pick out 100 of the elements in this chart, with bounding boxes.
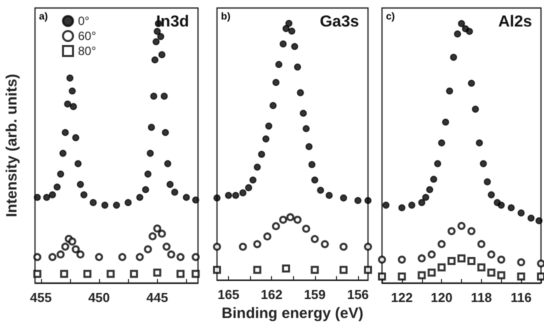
point	[487, 250, 496, 258]
point	[153, 224, 162, 233]
point	[426, 186, 434, 194]
point	[253, 266, 262, 274]
chart-title: Al2s	[498, 14, 532, 30]
point	[245, 184, 252, 192]
point	[270, 102, 277, 110]
chart-title: In3d	[156, 14, 189, 30]
point	[536, 217, 543, 224]
point	[192, 253, 200, 262]
point	[162, 129, 169, 136]
point	[83, 270, 92, 278]
point	[537, 260, 544, 268]
point	[364, 266, 372, 274]
point	[54, 184, 61, 191]
point	[484, 178, 491, 186]
point	[176, 270, 185, 278]
point	[148, 232, 157, 240]
point	[225, 192, 232, 199]
point	[340, 242, 348, 251]
point	[458, 222, 466, 230]
point	[144, 170, 152, 178]
point	[146, 150, 154, 157]
point	[428, 268, 436, 277]
point	[76, 180, 84, 188]
point	[354, 197, 362, 204]
point	[48, 191, 56, 198]
point	[167, 250, 176, 258]
point	[154, 28, 161, 35]
x-tick-label: 165	[218, 287, 240, 302]
point	[166, 180, 174, 188]
point	[487, 268, 496, 277]
point	[317, 186, 324, 194]
point	[48, 253, 56, 262]
point	[302, 125, 310, 132]
point	[430, 176, 438, 183]
point	[113, 202, 120, 209]
point	[232, 192, 240, 199]
point	[64, 100, 72, 108]
point	[130, 270, 138, 278]
point	[467, 227, 476, 236]
point	[160, 92, 168, 100]
point	[72, 134, 80, 142]
point	[497, 271, 506, 280]
point	[280, 40, 287, 48]
point	[238, 242, 247, 251]
point	[136, 253, 144, 262]
x-tick-label: 159	[304, 287, 326, 302]
point	[164, 160, 172, 168]
x-tick-label: 116	[510, 290, 532, 305]
point	[70, 103, 77, 110]
point	[72, 245, 80, 254]
point	[282, 25, 290, 32]
point	[518, 209, 525, 216]
x-tick-label: 120	[430, 290, 452, 305]
point	[239, 189, 246, 196]
point	[398, 272, 406, 281]
point	[326, 192, 333, 199]
point	[34, 194, 41, 201]
point	[275, 60, 282, 68]
point	[517, 272, 526, 281]
point	[144, 245, 152, 254]
point	[528, 214, 535, 222]
point	[68, 237, 76, 246]
text: c)	[386, 12, 395, 22]
point	[488, 191, 495, 198]
x-tick-label: 122	[391, 290, 413, 305]
point	[498, 202, 505, 209]
point	[279, 216, 288, 224]
point	[80, 191, 88, 198]
point	[448, 227, 456, 236]
point	[418, 271, 426, 280]
point	[282, 264, 290, 273]
point	[162, 242, 171, 251]
point	[288, 28, 296, 35]
x-tick-label: 455	[30, 290, 52, 305]
point	[466, 28, 473, 35]
point	[62, 129, 69, 136]
point	[265, 122, 272, 130]
point	[182, 194, 190, 201]
point	[213, 242, 221, 251]
point	[467, 256, 476, 265]
point	[450, 54, 458, 61]
point	[262, 135, 270, 142]
point	[294, 216, 302, 224]
point	[476, 139, 483, 146]
point	[136, 194, 144, 201]
point	[291, 43, 298, 50]
x-axis-title: Binding energy (eV)	[222, 305, 364, 322]
point	[57, 170, 64, 178]
point	[458, 20, 465, 28]
point	[56, 250, 65, 258]
point	[148, 124, 155, 131]
point	[33, 270, 42, 278]
point	[60, 270, 68, 278]
point	[285, 20, 292, 27]
point	[477, 240, 486, 248]
point	[68, 88, 76, 95]
y-axis-title: Intensity (arb. units)	[4, 74, 20, 218]
point	[192, 196, 200, 204]
